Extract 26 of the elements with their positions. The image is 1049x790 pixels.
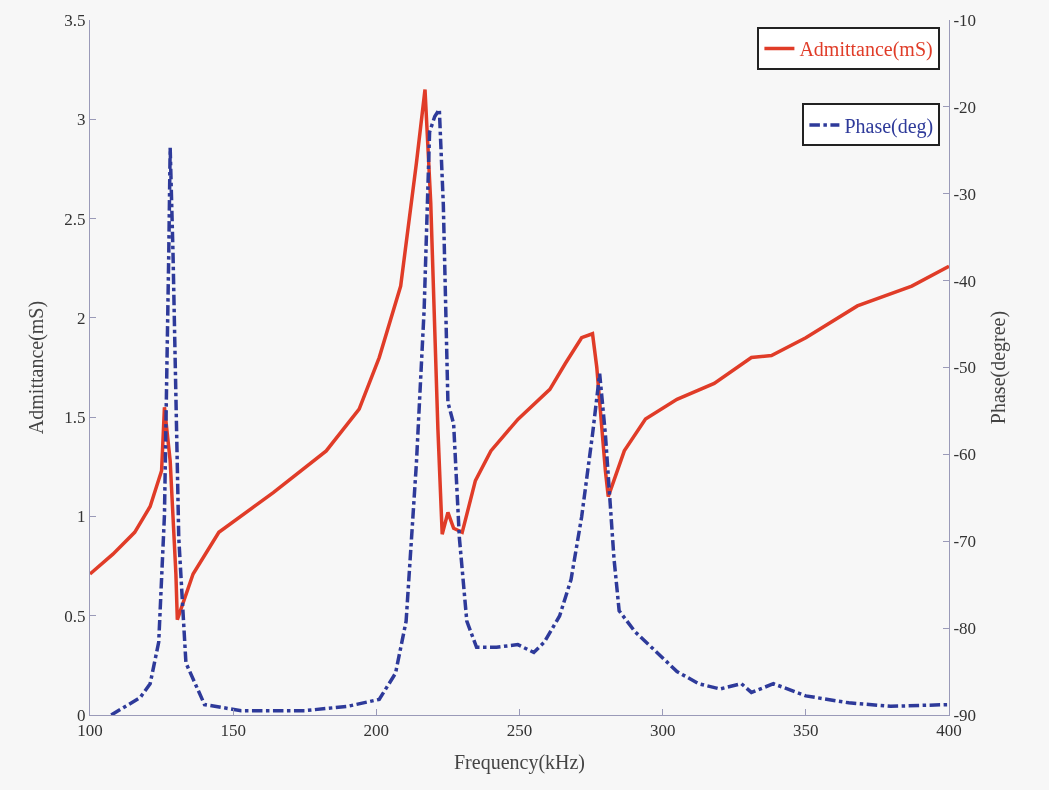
x-tick-label: 300 (649, 721, 676, 741)
y-tick-label: 2.5 (64, 209, 86, 229)
y2-tick-label: -10 (953, 10, 977, 30)
legend-label: Admittance(mS) (799, 38, 933, 62)
x-tick-label: 250 (506, 721, 533, 741)
x-tick-label: 200 (363, 721, 390, 741)
y2-tick-label: -20 (953, 97, 977, 117)
y-tick-label: 0.5 (64, 606, 86, 626)
y-tick-label: 1.5 (64, 408, 86, 428)
x-tick-label: 350 (793, 721, 819, 741)
y2-tick-label: -50 (953, 358, 977, 378)
y2-tick-label: -60 (953, 445, 977, 465)
y-tick-label: 1 (77, 507, 86, 527)
y-axis-title: Admittance(mS) (24, 300, 48, 435)
x-tick-label: 150 (220, 721, 246, 741)
y2-tick-label: -70 (953, 532, 977, 552)
y-tick-label: 3.5 (64, 10, 86, 30)
y-tick-label: 2 (77, 308, 86, 328)
x-axis-title: Frequency(kHz) (453, 750, 586, 774)
y2-tick-label: -80 (953, 619, 977, 639)
y2-tick-label: -30 (953, 184, 977, 204)
y2-tick-label: -40 (953, 271, 977, 291)
y2-axis-title: Phase(degree) (986, 310, 1010, 425)
line-series (90, 87, 949, 622)
legend-label: Phase(deg) (844, 114, 934, 138)
y-tick-label: 3 (77, 110, 86, 130)
